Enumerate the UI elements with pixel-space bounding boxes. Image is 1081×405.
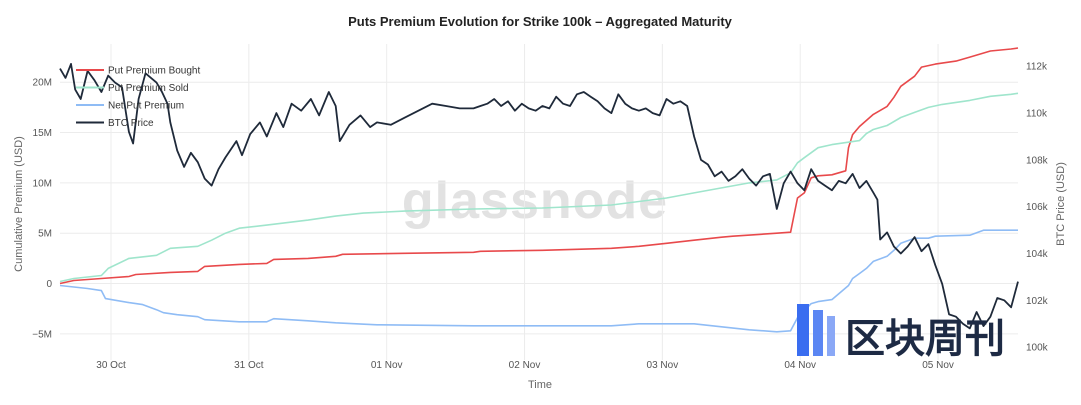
y-tick-label-5: 20M (33, 78, 52, 89)
series-line-put-premium-sold (59, 92, 1019, 283)
legend-label-1: Put Premium Sold (108, 83, 189, 94)
y2-tick-label-5: 110k (1026, 109, 1048, 120)
chart-title: Puts Premium Evolution for Strike 100k –… (348, 14, 733, 29)
grid (60, 44, 1018, 360)
y-axis-ticks: −5M 0 5M 10M 15M 20M (32, 78, 52, 341)
y2-tick-label-4: 108k (1026, 155, 1049, 166)
y2-tick-label-3: 106k (1026, 202, 1049, 213)
x-tick-label-1: 31 Oct (234, 360, 264, 371)
legend-label-0: Put Premium Bought (108, 66, 200, 77)
y-axis-label: Cumulative Premium (USD) (13, 136, 25, 272)
series-group (59, 47, 1019, 333)
y-tick-label-3: 10M (33, 178, 52, 189)
series-line-put-premium-bought (59, 47, 1019, 285)
y2-tick-label-6: 112k (1026, 62, 1048, 73)
y2-axis-label: BTC Price (USD) (1055, 162, 1067, 246)
corner-logo: 区块周刊 (797, 304, 1005, 361)
y-tick-label-4: 15M (33, 128, 52, 139)
y2-tick-label-0: 100k (1026, 343, 1049, 354)
x-axis-ticks: 30 Oct 31 Oct 01 Nov 02 Nov 03 Nov 04 Nov 05 N… (96, 360, 954, 371)
y2-axis-ticks: 100k 102k 104k 106k 108k 110k 112k (1026, 62, 1049, 354)
legend-label-2: Net Put Premium (108, 101, 184, 112)
y2-tick-label-1: 102k (1026, 296, 1049, 307)
legend[interactable]: Put Premium Bought Put Premium Sold Net Pu… (76, 66, 200, 130)
series-line-net-put-premium (59, 229, 1018, 333)
y-tick-label-1: 0 (46, 279, 52, 290)
logo-bar-2 (813, 310, 823, 356)
x-tick-label-6: 05 Nov (922, 360, 954, 371)
y2-tick-label-2: 104k (1026, 249, 1049, 260)
series-line-btc-price (59, 63, 1019, 330)
x-tick-label-3: 02 Nov (509, 360, 541, 371)
logo-bar-1 (797, 304, 809, 356)
legend-label-3: BTC Price (108, 118, 154, 129)
y-tick-label-0: −5M (32, 329, 52, 340)
logo-bar-3 (827, 316, 835, 356)
x-tick-label-2: 01 Nov (371, 360, 403, 371)
corner-logo-text: 区块周刊 (845, 317, 1005, 361)
y-tick-label-2: 5M (38, 229, 52, 240)
x-tick-label-5: 04 Nov (784, 360, 816, 371)
x-axis-label: Time (528, 379, 552, 391)
x-tick-label-4: 03 Nov (647, 360, 679, 371)
x-tick-label-0: 30 Oct (96, 360, 126, 371)
watermark: glassnode (402, 172, 668, 230)
